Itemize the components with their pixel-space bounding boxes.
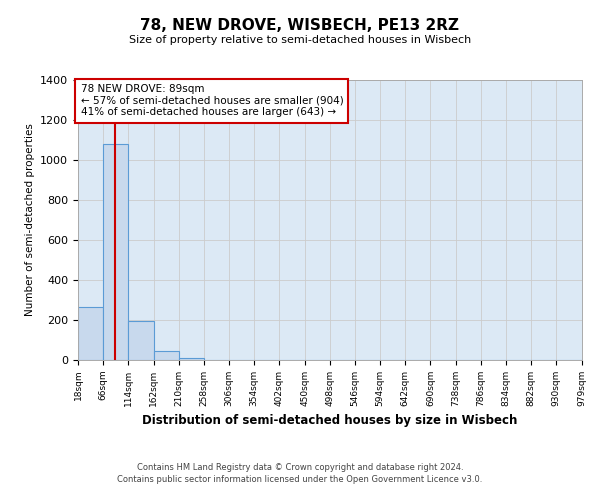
Text: Size of property relative to semi-detached houses in Wisbech: Size of property relative to semi-detach… [129, 35, 471, 45]
Bar [154, 350, 179, 360]
Bar [179, 358, 204, 360]
Y-axis label: Number of semi-detached properties: Number of semi-detached properties [25, 124, 35, 316]
Bar [128, 321, 154, 360]
Text: Contains HM Land Registry data © Crown copyright and database right 2024.: Contains HM Land Registry data © Crown c… [137, 464, 463, 472]
Text: 78 NEW DROVE: 89sqm
← 57% of semi-detached houses are smaller (904)
41% of semi-: 78 NEW DROVE: 89sqm ← 57% of semi-detach… [80, 84, 343, 117]
Text: 78, NEW DROVE, WISBECH, PE13 2RZ: 78, NEW DROVE, WISBECH, PE13 2RZ [140, 18, 460, 32]
Bar [78, 307, 103, 360]
Text: Contains public sector information licensed under the Open Government Licence v3: Contains public sector information licen… [118, 475, 482, 484]
X-axis label: Distribution of semi-detached houses by size in Wisbech: Distribution of semi-detached houses by … [142, 414, 518, 428]
Bar [103, 144, 128, 360]
